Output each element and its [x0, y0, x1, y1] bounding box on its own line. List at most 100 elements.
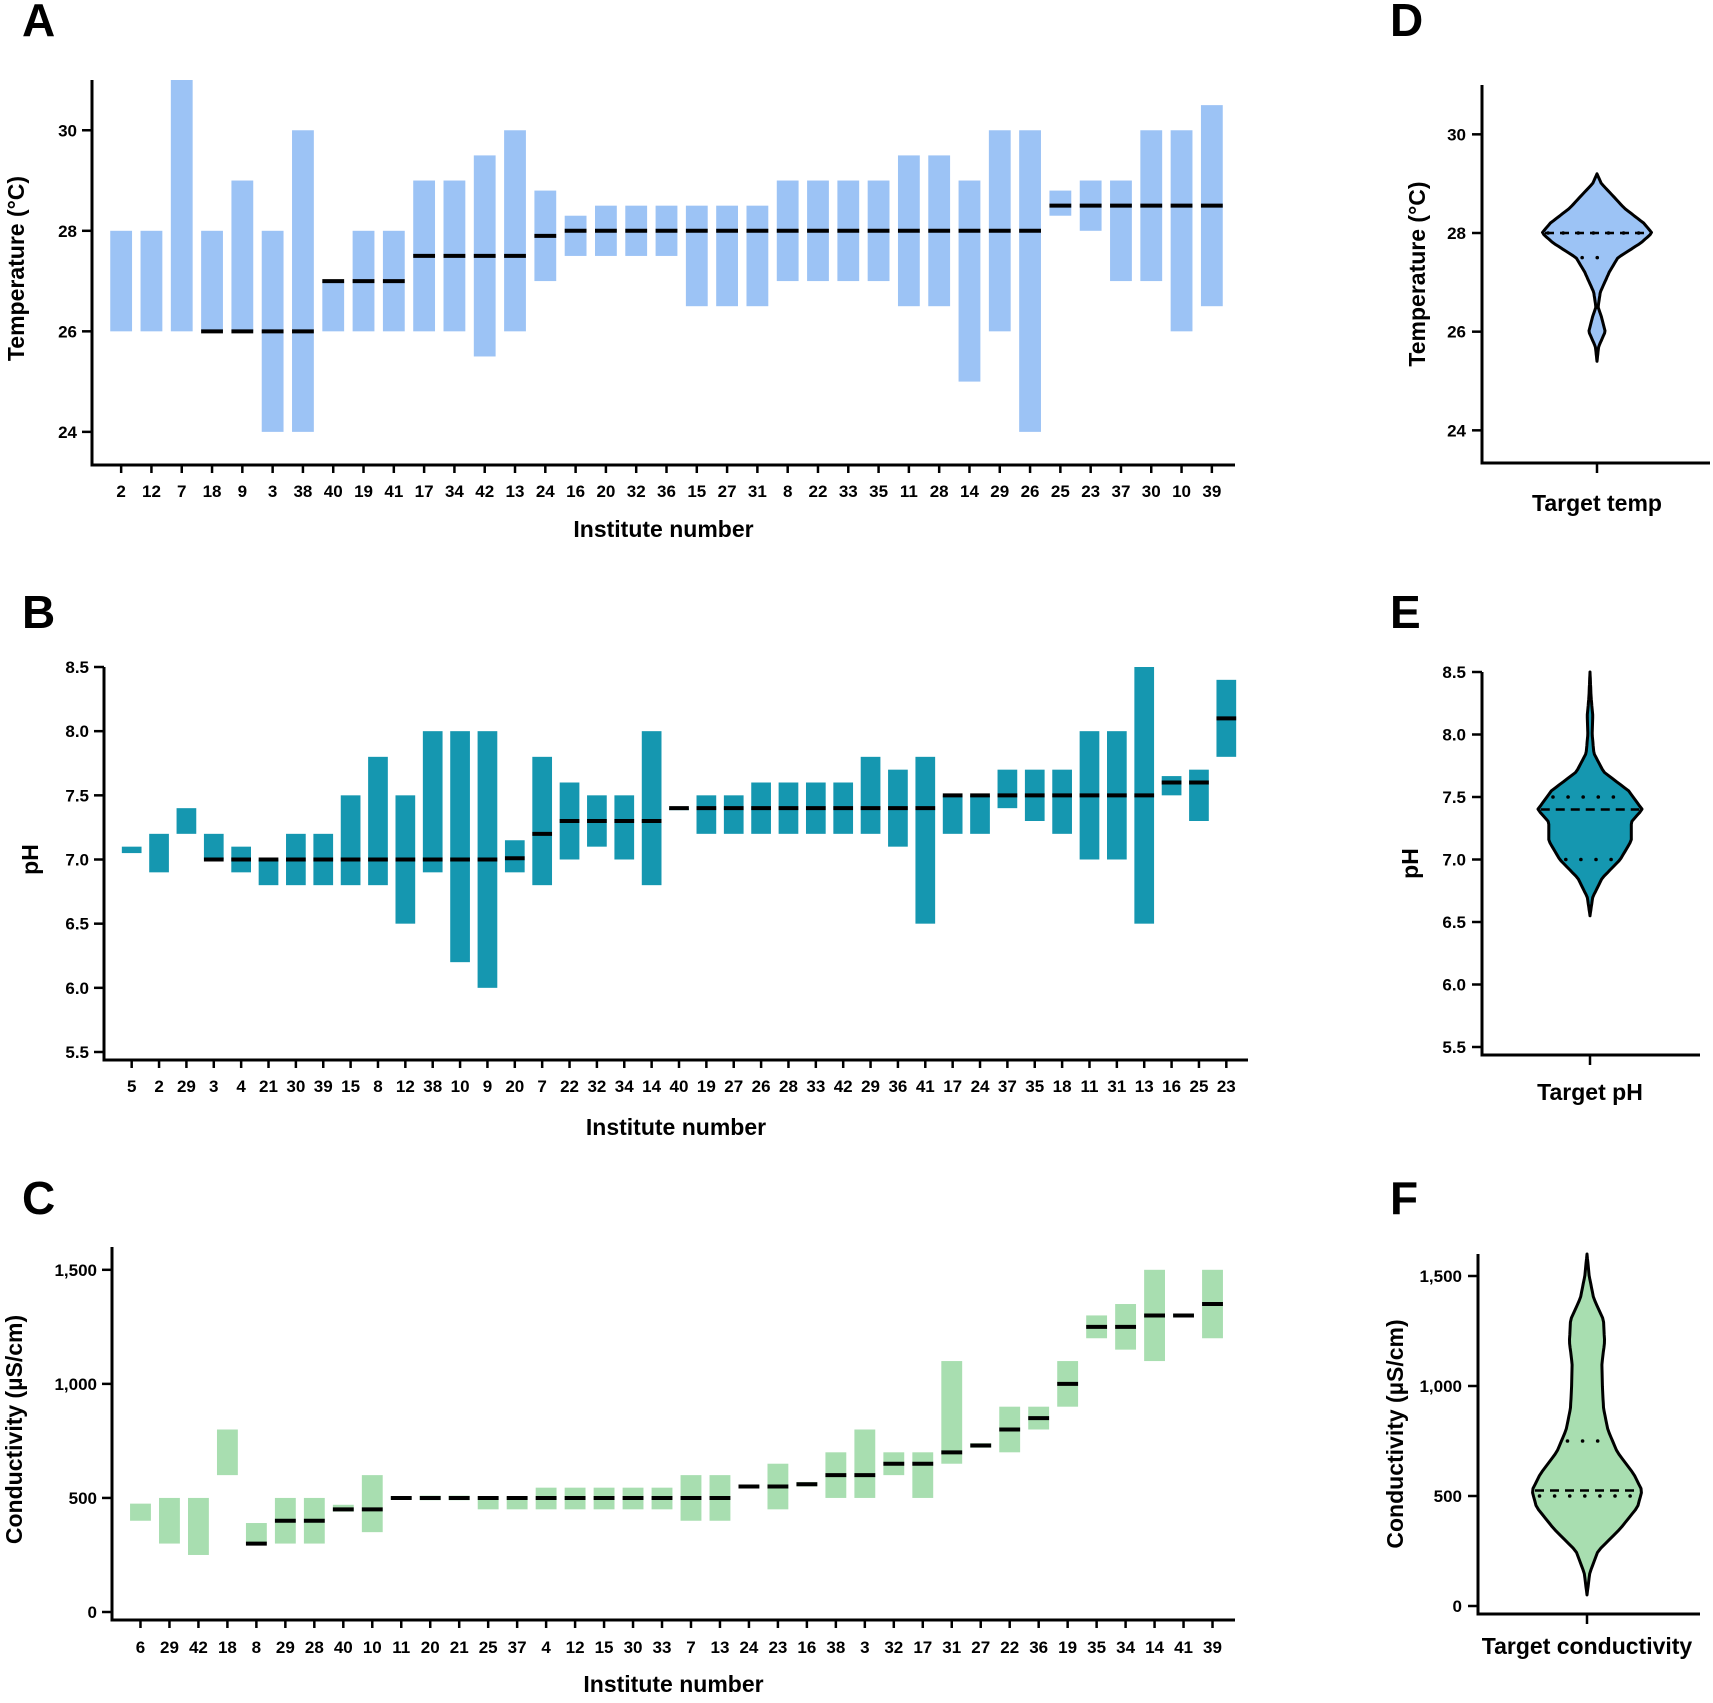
x-tick-label: 11 [900, 482, 918, 501]
x-tick-label: 13 [710, 1638, 729, 1657]
range-bar [941, 1361, 963, 1464]
x-tick-label: 5 [127, 1077, 136, 1096]
x-tick-label: 8 [252, 1638, 261, 1657]
range-bar [564, 215, 587, 256]
panel-d-temperature-violin: D 24 26 28 30 Target temp Temperature (°C) [1390, 0, 1710, 516]
x-tick-label: 28 [930, 482, 949, 501]
x-tick-label: 2 [116, 482, 125, 501]
x-tick-label: 19 [1058, 1638, 1077, 1657]
x-tick-label: 28 [779, 1077, 798, 1096]
x-tick-label: 27 [718, 482, 737, 501]
axis-line [1476, 1254, 1700, 1616]
x-tick-label: 22 [560, 1077, 579, 1096]
x-tick-label: 17 [943, 1077, 962, 1096]
x-tick-label: 40 [324, 482, 343, 501]
x-tick-label: 19 [354, 482, 373, 501]
y-tick-label: 7.0 [1442, 851, 1466, 870]
range-bar [322, 281, 345, 332]
range-bar [685, 205, 708, 307]
x-axis-title: Institute number [573, 516, 753, 542]
x-tick-label: 16 [797, 1638, 816, 1657]
range-bar [130, 1503, 151, 1521]
y-axis-title: pH [1397, 848, 1423, 879]
x-tick-label: 14 [1145, 1638, 1164, 1657]
x-tick-label: 35 [1025, 1077, 1044, 1096]
y-tick-label: 30 [1447, 125, 1466, 144]
x-tick-label: 3 [268, 482, 277, 501]
x-tick-label: 8 [373, 1077, 382, 1096]
x-tick-label: 9 [238, 482, 247, 501]
x-tick-label: 12 [396, 1077, 415, 1096]
range-bar [997, 769, 1018, 809]
range-bar [170, 80, 193, 332]
x-tick-label: 10 [451, 1077, 470, 1096]
x-tick-label: 34 [615, 1077, 634, 1096]
x-tick-label: 32 [627, 482, 646, 501]
y-axis-title: pH [17, 844, 43, 875]
y-tick-label: 6.0 [65, 979, 89, 998]
range-bar [1189, 769, 1209, 821]
x-tick-label: 21 [259, 1077, 278, 1096]
x-tick-label: 37 [998, 1077, 1017, 1096]
y-tick-label: 6.5 [65, 915, 89, 934]
x-tick-label: 20 [421, 1638, 440, 1657]
range-bar [361, 1475, 383, 1533]
y-tick-label: 24 [1447, 421, 1466, 440]
x-tick-label: 30 [286, 1077, 305, 1096]
x-tick-label: 41 [384, 482, 403, 501]
violin-body [1536, 670, 1644, 918]
x-tick-label: 41 [1174, 1638, 1193, 1657]
x-tick-label: 33 [839, 482, 858, 501]
x-tick-label: 17 [415, 482, 434, 501]
x-tick-label: 33 [806, 1077, 825, 1096]
x-tick-label: 34 [1116, 1638, 1135, 1657]
x-tick-label: 38 [826, 1638, 845, 1657]
x-tick-label: 13 [1135, 1077, 1154, 1096]
x-tick-label: 18 [1053, 1077, 1072, 1096]
y-tick-label: 7.5 [1442, 788, 1466, 807]
y-tick-label: 500 [1434, 1487, 1462, 1506]
x-tick-label: 22 [1000, 1638, 1019, 1657]
x-tick-label: 34 [445, 482, 464, 501]
x-tick-label: 21 [450, 1638, 469, 1657]
range-bar [696, 795, 717, 834]
y-tick-label: 24 [58, 423, 77, 442]
range-bar [1161, 776, 1182, 796]
panel-letter: E [1390, 586, 1421, 638]
x-axis-title: Institute number [586, 1114, 766, 1140]
x-tick-label: 12 [142, 482, 161, 501]
y-axis-title: Temperature (°C) [3, 176, 29, 361]
x-tick-label: 23 [1081, 482, 1100, 501]
panel-letter: D [1390, 0, 1423, 46]
range-bar [716, 205, 739, 307]
x-tick-label: 37 [508, 1638, 527, 1657]
range-bar [422, 731, 443, 873]
x-tick-label: 23 [1217, 1077, 1236, 1096]
x-tick-label: 40 [670, 1077, 689, 1096]
x-tick-label: 38 [293, 482, 312, 501]
x-tick-label: 23 [768, 1638, 787, 1657]
range-bar [368, 756, 388, 886]
panel-letter: C [22, 1172, 55, 1224]
y-tick-label: 1,500 [54, 1261, 97, 1280]
panel-f-conductivity-violin: F 0 500 1,000 1,500 Target conductivity Conduc… [1382, 1172, 1700, 1659]
x-tick-label: 37 [1111, 482, 1130, 501]
x-axis-title: Institute number [583, 1671, 763, 1697]
x-tick-label: 26 [1021, 482, 1040, 501]
y-tick-label: 1,000 [1419, 1377, 1462, 1396]
panel-e-ph-violin: E 5.5 6.0 6.5 7.0 7.5 8.0 8.5 Target pH pH [1390, 586, 1700, 1105]
x-tick-label: 16 [566, 482, 585, 501]
axis-line [90, 80, 1235, 467]
y-tick-label: 5.5 [65, 1043, 89, 1062]
x-tick-label: 42 [189, 1638, 208, 1657]
y-tick-label: 30 [58, 121, 77, 140]
range-bar [159, 1497, 180, 1544]
x-tick-label: 36 [1029, 1638, 1048, 1657]
x-tick-label: 42 [475, 482, 494, 501]
x-tick-label: 36 [657, 482, 676, 501]
x-tick-label: 24 [536, 482, 555, 501]
range-bar [450, 731, 470, 963]
range-bar [140, 230, 163, 332]
y-tick-label: 7.5 [65, 786, 89, 805]
x-tick-label: 28 [305, 1638, 324, 1657]
